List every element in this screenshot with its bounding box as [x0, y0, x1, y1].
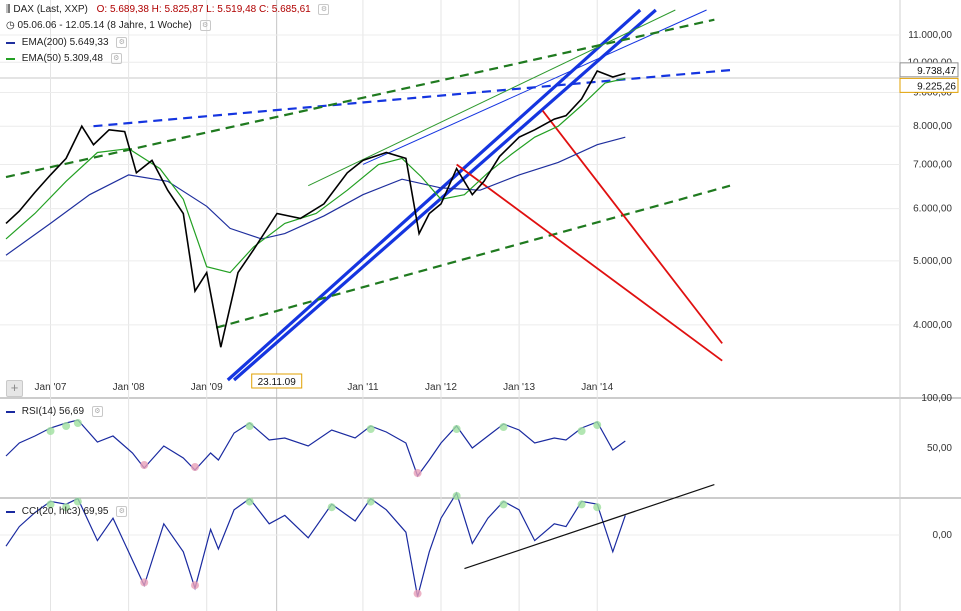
rsi-tick-label: 50,00 [927, 443, 952, 454]
settings-icon[interactable]: ⚙ [318, 4, 330, 15]
price-panel [5, 8, 731, 382]
date-crosshair-flag [251, 373, 303, 389]
chart-period: ◷ 05.06.06 - 12.05.14 (8 Jahre, 1 Woche)… [6, 20, 211, 31]
y-tick-label: 11.000,00 [908, 30, 952, 41]
cci-overbought-zone [499, 500, 508, 509]
y-tick-label: 6.000,00 [913, 204, 952, 215]
bar-chart-icon: ⫼ [6, 4, 11, 16]
instrument-title: DAX (Last, XXP) [13, 4, 88, 16]
x-tick-label: Jan '08 [113, 382, 145, 393]
cci-oversold-zone [413, 589, 422, 598]
x-tick-label: Jan '11 [347, 382, 379, 393]
dax-price-line [5, 70, 626, 348]
rsi-overbought-zone [593, 421, 602, 429]
trendline-blue-solid [226, 8, 642, 382]
rsi-tick-label: 100,00 [921, 393, 952, 404]
ema50-line [5, 77, 626, 274]
ema200-label: EMA(200) 5.649,33 [21, 37, 109, 49]
legend-rsi[interactable]: RSI(14) 56,69 ⚙ [6, 406, 103, 417]
ema50-label: EMA(50) 5.309,48 [21, 53, 103, 65]
cci-overbought-zone [577, 500, 586, 509]
legend-ema50[interactable]: EMA(50) 5.309,48 ⚙ [6, 53, 122, 64]
cci-label: CCI(20, hlc3) 69,95 [21, 506, 109, 518]
settings-icon[interactable]: ⚙ [116, 506, 128, 517]
rsi-overbought-zone [366, 425, 375, 433]
cci-overbought-zone [593, 503, 602, 512]
rsi-label: RSI(14) 56,69 [21, 406, 85, 418]
y-tick-label: 5.000,00 [913, 256, 952, 267]
y-tick-label: 4.000,00 [913, 320, 952, 331]
y-tick-label: 8.000,00 [913, 121, 952, 132]
ema50-swatch [6, 57, 15, 60]
cci-panel [5, 484, 715, 598]
settings-icon[interactable]: ⚙ [116, 37, 128, 48]
rsi-overbought-zone [62, 422, 71, 430]
clock-icon: ◷ [6, 20, 15, 32]
rsi-oversold-zone [191, 463, 200, 471]
cci-tick-label: 0,00 [933, 530, 953, 541]
cci-line [5, 491, 626, 597]
x-tick-label: Jan '14 [581, 382, 613, 393]
rsi-overbought-zone [73, 419, 82, 427]
cci-trendline [464, 484, 715, 570]
rsi-overbought-zone [46, 427, 55, 435]
add-indicator-button[interactable]: + [6, 380, 23, 397]
period-text: 05.06.06 - 12.05.14 (8 Jahre, 1 Woche) [17, 20, 192, 32]
x-tick-label: Jan '09 [191, 382, 223, 393]
chart-legend-title: ⫼ DAX (Last, XXP) O: 5.689,38 H: 5.825,8… [6, 4, 330, 16]
x-tick-label: Jan '07 [35, 382, 67, 393]
price-flag [899, 62, 959, 78]
cci-overbought-zone [62, 503, 71, 512]
ema200-line [5, 136, 626, 256]
cci-overbought-zone [366, 497, 375, 506]
price-flag [899, 77, 959, 93]
rsi-overbought-zone [452, 425, 461, 433]
trendline-red [541, 109, 723, 344]
x-tick-label: 23.11.09 [258, 377, 297, 388]
x-tick-label: Jan '13 [503, 382, 535, 393]
rsi-oversold-zone [140, 461, 149, 469]
rsi-overbought-zone [577, 427, 586, 435]
rsi-line [5, 419, 626, 478]
trendline-blue-dashed [93, 69, 731, 128]
rsi-oversold-zone [413, 469, 422, 477]
cci-swatch [6, 510, 15, 513]
price-flag-label: 9.225,26 [917, 81, 956, 92]
rsi-overbought-zone [245, 422, 254, 430]
legend-ema200[interactable]: EMA(200) 5.649,33 ⚙ [6, 37, 128, 49]
price-flag-label: 9.738,47 [917, 66, 956, 77]
trendline-green-dashed [5, 18, 715, 179]
settings-icon[interactable]: ⚙ [91, 406, 103, 417]
trendline-green-thin [308, 9, 676, 187]
y-tick-label: 7.000,00 [913, 159, 952, 170]
cci-overbought-zone [73, 497, 82, 506]
cci-overbought-zone [46, 500, 55, 509]
ohlc-values: O: 5.689,38 H: 5.825,87 L: 5.519,48 C: 5… [96, 4, 311, 16]
settings-icon[interactable]: ⚙ [199, 20, 211, 31]
settings-icon[interactable]: ⚙ [110, 53, 122, 64]
cci-overbought-zone [452, 492, 461, 500]
cci-oversold-zone [140, 578, 149, 587]
legend-cci[interactable]: CCI(20, hlc3) 69,95 ⚙ [6, 506, 128, 518]
x-tick-label: Jan '12 [425, 382, 457, 393]
rsi-swatch [6, 410, 15, 413]
trendline-red [456, 163, 723, 362]
ema200-swatch [6, 41, 15, 44]
cci-overbought-zone [327, 503, 336, 512]
cci-overbought-zone [245, 497, 254, 506]
rsi-panel [5, 419, 626, 478]
rsi-overbought-zone [499, 423, 508, 431]
y-tick-label: 9.000,00 [913, 87, 952, 98]
cci-oversold-zone [191, 581, 200, 590]
